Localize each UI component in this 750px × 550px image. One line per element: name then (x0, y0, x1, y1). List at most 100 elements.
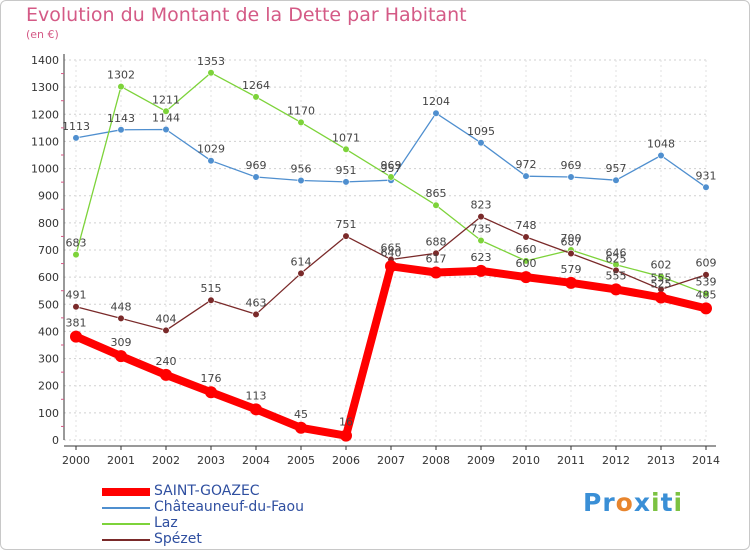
data-point (72, 251, 80, 259)
x-tick-label: 2009 (467, 454, 495, 467)
data-label: 931 (696, 169, 717, 182)
data-point (295, 421, 307, 434)
x-tick-label: 2007 (377, 454, 405, 467)
data-point (522, 233, 530, 241)
data-point (297, 269, 305, 277)
x-tick-label: 2010 (512, 454, 540, 467)
data-label: 1211 (152, 93, 180, 106)
data-point (342, 178, 350, 186)
data-point (477, 236, 485, 245)
legend-swatch (102, 523, 150, 525)
data-label: 969 (381, 159, 402, 172)
data-point (340, 429, 352, 442)
y-tick-label: 600 (38, 271, 59, 284)
proxiti-logo: Proxiti (583, 488, 683, 517)
data-label: 1095 (467, 125, 495, 138)
legend-label: Spézet (154, 531, 202, 547)
data-point (72, 303, 80, 311)
data-point (162, 326, 170, 334)
y-tick-label: 1000 (31, 163, 59, 176)
data-point (117, 126, 125, 134)
data-point (432, 109, 440, 117)
data-point (342, 145, 350, 153)
data-point (655, 291, 667, 304)
data-point (657, 151, 665, 160)
logo-letter: t (660, 488, 674, 517)
data-label: 448 (111, 300, 132, 313)
logo-letter: P (583, 488, 603, 517)
x-tick-label: 2014 (692, 454, 720, 467)
x-tick-label: 2005 (287, 454, 315, 467)
data-label: 404 (156, 312, 177, 325)
data-point (432, 249, 440, 257)
data-label: 865 (426, 187, 447, 200)
data-label: 113 (246, 389, 267, 402)
data-point (117, 82, 125, 91)
data-label: 600 (516, 257, 537, 270)
data-point (700, 302, 712, 315)
data-point (117, 314, 125, 323)
data-label: 381 (66, 317, 87, 330)
data-label: 485 (696, 288, 717, 301)
legend-label: SAINT-GOAZEC (154, 483, 260, 499)
data-point (702, 183, 710, 191)
data-point (567, 249, 575, 258)
y-tick-label: 0 (52, 434, 59, 447)
data-point (657, 273, 665, 281)
grid-lines (64, 59, 708, 441)
data-point (207, 157, 215, 165)
data-point (160, 368, 172, 381)
data-label: 1071 (332, 131, 360, 144)
data-label: 609 (696, 257, 717, 270)
logo-letter: i (651, 488, 661, 517)
data-point (567, 173, 575, 181)
data-point (522, 172, 530, 180)
y-tick-label: 1200 (31, 108, 59, 121)
y-tick-label: 800 (38, 217, 59, 230)
y-tick-label: 1400 (31, 54, 59, 67)
data-label: 16 (339, 416, 353, 429)
x-tick-label: 2006 (332, 454, 360, 467)
y-tick-label: 900 (38, 190, 59, 203)
y-tick-label: 1300 (31, 81, 59, 94)
x-tick-label: 2003 (197, 454, 225, 467)
data-point (162, 125, 170, 134)
y-tick-label: 500 (38, 298, 59, 311)
data-label: 972 (516, 158, 537, 171)
legend-swatch (102, 488, 150, 496)
x-tick-label: 2013 (647, 454, 675, 467)
data-label: 957 (381, 162, 402, 175)
data-point (72, 134, 80, 142)
data-label: 951 (336, 164, 357, 177)
data-point (612, 176, 620, 184)
data-label: 491 (66, 289, 87, 302)
legend-swatch (102, 539, 150, 541)
data-point (477, 139, 485, 147)
data-label: 625 (606, 252, 627, 265)
y-tick-label: 1100 (31, 135, 59, 148)
data-label: 969 (561, 159, 582, 172)
data-point (477, 213, 485, 221)
y-tick-label: 700 (38, 244, 59, 257)
data-point (385, 260, 397, 273)
data-label: 579 (561, 263, 582, 276)
x-tick-label: 2012 (602, 454, 630, 467)
data-label: 555 (606, 269, 627, 282)
data-label: 1264 (242, 79, 270, 92)
data-point (342, 232, 350, 240)
x-tick-label: 2011 (557, 454, 585, 467)
data-label: 176 (201, 372, 222, 385)
data-label: 240 (156, 355, 177, 368)
data-label: 614 (291, 255, 312, 268)
data-point (205, 386, 217, 399)
data-label: 640 (381, 246, 402, 259)
data-label: 45 (294, 408, 308, 421)
data-label: 1302 (107, 69, 135, 82)
y-tick-label: 200 (38, 380, 59, 393)
series-spezet (72, 213, 710, 334)
data-label: 823 (471, 199, 492, 212)
data-label: 623 (471, 251, 492, 264)
data-point (612, 266, 620, 274)
data-label: 1144 (152, 111, 180, 124)
